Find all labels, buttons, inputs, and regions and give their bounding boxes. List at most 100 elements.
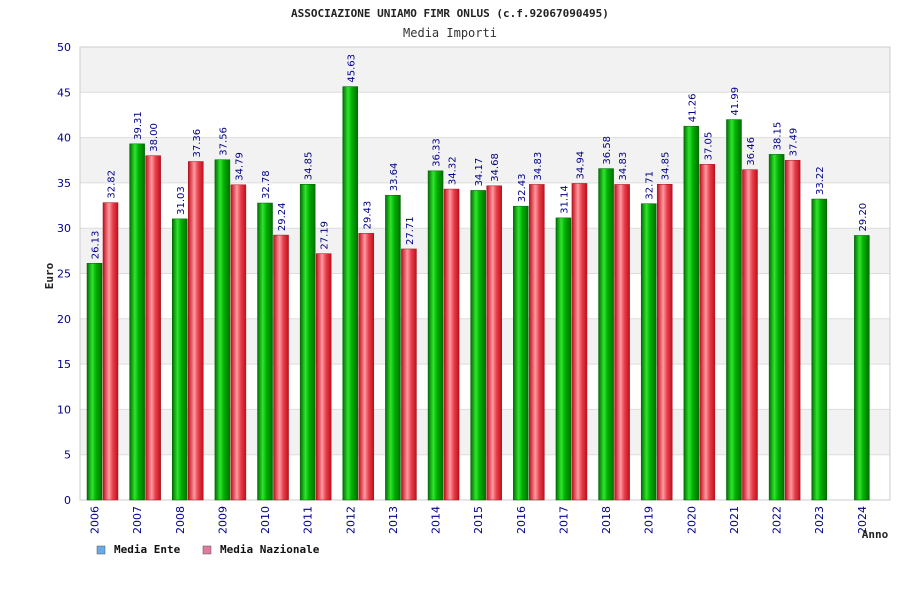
x-axis-ticks: 2006 2007 2008 2009 2010 2011 2012 2013 2014 2015… (89, 506, 869, 534)
value-label: 32.82 (107, 170, 118, 199)
bar-media-nazionale (358, 233, 375, 501)
bar-media-nazionale (784, 160, 801, 501)
value-label: 41.26 (687, 94, 698, 123)
y-tick-label: 15 (57, 358, 71, 371)
bar-media-ente (768, 154, 785, 501)
value-label: 36.33 (432, 138, 443, 167)
value-label: 37.56 (218, 127, 229, 156)
bar-media-nazionale (401, 248, 417, 501)
y-tick-label: 5 (64, 449, 71, 462)
value-label: 38.00 (149, 123, 160, 152)
x-tick-label: 2009 (216, 506, 229, 534)
bar-media-ente (683, 125, 700, 501)
value-labels: 26.13 32.82 39.31 38.00 31.03 37.36 37.56 34.79… (91, 54, 869, 259)
value-label: 31.14 (559, 185, 570, 214)
x-tick-label: 2020 (685, 506, 698, 534)
x-tick-label: 2016 (515, 506, 528, 534)
bar-media-nazionale (230, 184, 247, 501)
bar-media-nazionale (742, 169, 758, 501)
bar-media-nazionale (145, 155, 161, 501)
bar-media-ente (598, 168, 614, 501)
bar-media-ente (854, 235, 870, 501)
value-label: 29.20 (858, 203, 869, 232)
bar-media-ente (385, 194, 401, 501)
value-label: 33.22 (815, 166, 826, 195)
y-tick-label: 45 (57, 86, 71, 99)
x-tick-label: 2024 (856, 506, 869, 534)
y-tick-label: 25 (57, 268, 71, 281)
legend-swatch-nazionale (202, 545, 212, 555)
bar-media-ente (342, 86, 359, 501)
bar-media-ente (257, 202, 273, 501)
bar-media-nazionale (188, 161, 204, 501)
value-label: 34.85 (304, 152, 315, 181)
bar-media-nazionale (443, 188, 460, 501)
bar-media-ente (299, 184, 316, 501)
value-label: 29.43 (362, 201, 373, 230)
bar-media-ente (214, 159, 231, 501)
x-tick-label: 2011 (302, 506, 315, 534)
value-label: 29.24 (277, 202, 288, 231)
y-tick-label: 20 (57, 313, 71, 326)
bar-media-ente (811, 198, 827, 501)
chart-subtitle: Media Importi (403, 26, 497, 40)
y-tick-label: 10 (57, 403, 71, 416)
legend: Media Ente Media Nazionale (96, 543, 320, 556)
x-tick-label: 2012 (344, 506, 357, 534)
y-tick-label: 50 (57, 41, 71, 54)
x-tick-label: 2010 (259, 506, 272, 534)
y-tick-label: 0 (64, 494, 71, 507)
x-tick-label: 2013 (387, 506, 400, 534)
y-tick-label: 35 (57, 177, 71, 190)
bar-media-nazionale (102, 202, 119, 501)
value-label: 37.36 (192, 129, 203, 158)
value-label: 37.05 (703, 132, 714, 161)
x-tick-label: 2021 (728, 506, 741, 534)
y-axis-ticks: 0 5 10 15 20 25 30 35 40 45 50 (57, 41, 71, 507)
value-label: 32.78 (261, 170, 272, 199)
bar-media-ente (513, 205, 529, 501)
x-tick-label: 2019 (643, 506, 656, 534)
grid-band (80, 47, 890, 93)
value-label: 27.71 (405, 216, 416, 245)
chart-title: ASSOCIAZIONE UNIAMO FIMR ONLUS (c.f.9206… (291, 7, 609, 20)
value-label: 27.19 (320, 221, 331, 250)
y-tick-label: 40 (57, 132, 71, 145)
bars (86, 86, 870, 501)
bar-media-nazionale (486, 185, 502, 501)
value-label: 34.68 (490, 153, 501, 182)
y-axis-label: Euro (43, 262, 56, 289)
value-label: 34.85 (661, 152, 672, 181)
value-label: 32.71 (645, 171, 656, 200)
value-label: 34.32 (448, 156, 459, 185)
bar-media-ente (86, 263, 103, 501)
bar-media-ente (640, 203, 657, 501)
bar-media-nazionale (699, 164, 716, 501)
value-label: 34.79 (234, 152, 245, 181)
value-label: 36.58 (602, 136, 613, 165)
value-label: 38.15 (773, 122, 784, 151)
x-tick-label: 2015 (472, 506, 485, 534)
x-tick-label: 2017 (557, 506, 570, 534)
value-label: 26.13 (91, 231, 102, 260)
x-tick-label: 2022 (771, 506, 784, 534)
value-label: 45.63 (346, 54, 357, 83)
x-tick-label: 2018 (600, 506, 613, 534)
bar-media-ente (470, 190, 486, 501)
value-label: 31.03 (176, 186, 187, 215)
value-label: 34.17 (474, 158, 485, 187)
bar-media-nazionale (529, 184, 545, 501)
bar-media-nazionale (571, 183, 588, 501)
value-label: 34.94 (575, 151, 586, 180)
bar-media-ente (726, 119, 742, 501)
value-label: 32.43 (517, 174, 528, 203)
value-label: 34.83 (533, 152, 544, 181)
bar-media-ente (427, 170, 444, 501)
x-tick-label: 2007 (131, 506, 144, 534)
legend-label-ente: Media Ente (114, 543, 181, 556)
x-tick-label: 2014 (430, 506, 443, 534)
bar-media-nazionale (273, 234, 289, 501)
x-tick-label: 2006 (89, 506, 102, 534)
x-tick-label: 2008 (174, 506, 187, 534)
